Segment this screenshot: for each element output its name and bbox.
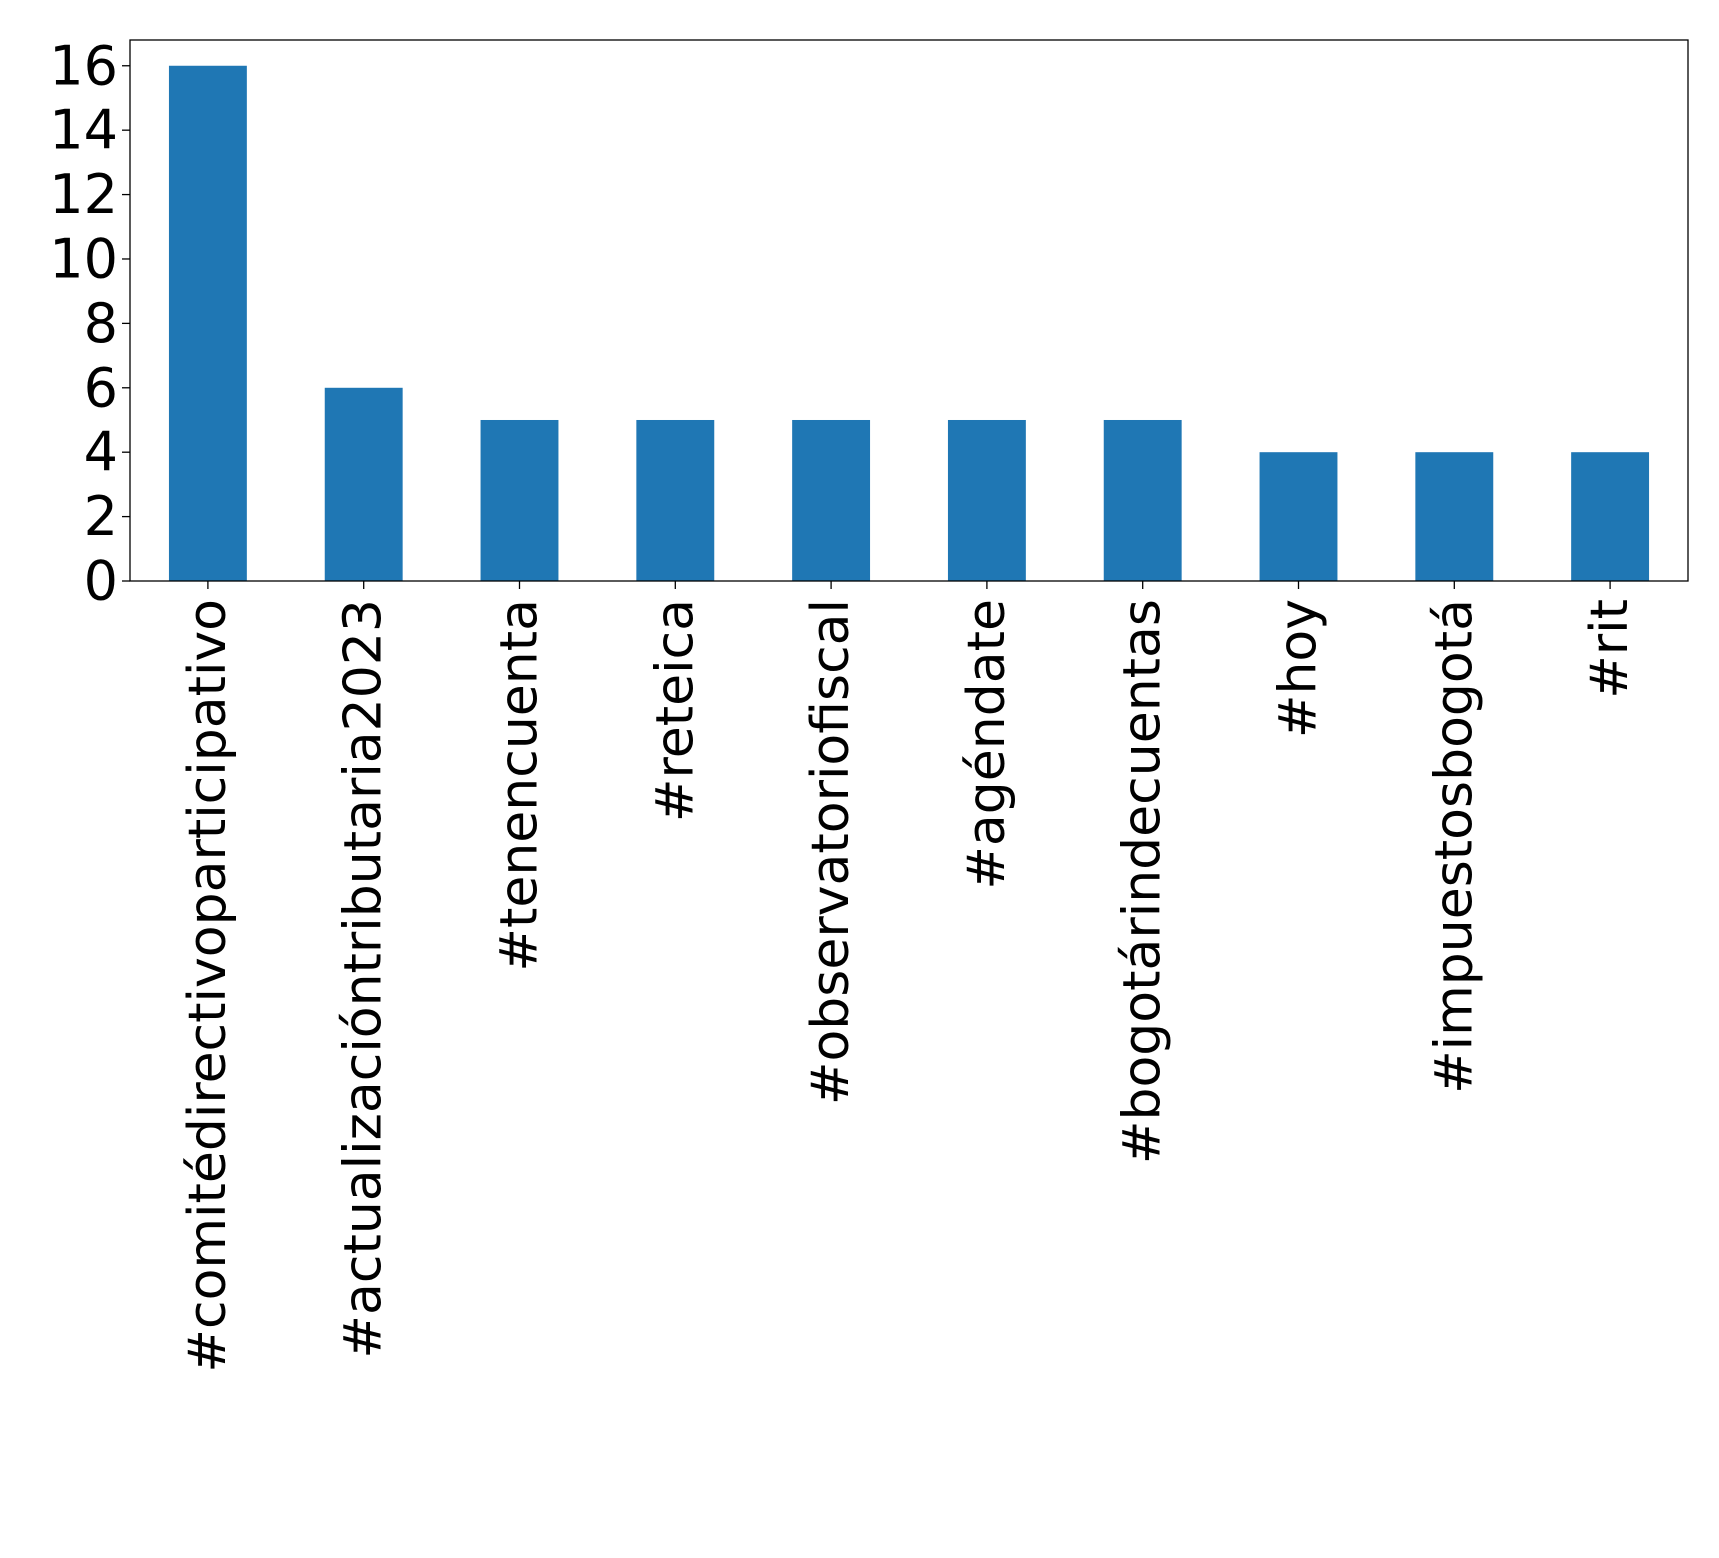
bar: [168, 65, 247, 581]
y-tick-label: 14: [49, 99, 118, 162]
x-tick-label: #tenencuenta: [490, 599, 550, 972]
x-tick-label: #rit: [1580, 599, 1640, 699]
y-tick-label: 6: [84, 356, 118, 419]
x-tick-label: #reteica: [645, 599, 705, 822]
bar: [1415, 452, 1494, 581]
bar: [1571, 452, 1650, 581]
x-tick-label: #bogotárindecuentas: [1113, 599, 1173, 1164]
x-tick-label: #comitédirectivoparticipativo: [178, 599, 238, 1373]
y-tick-label: 0: [84, 550, 118, 613]
x-tick-label: #observatoriofiscal: [801, 599, 861, 1105]
y-tick-label: 2: [84, 485, 118, 548]
bar: [636, 419, 715, 581]
y-tick-label: 12: [49, 163, 118, 226]
bar: [480, 419, 559, 581]
y-tick-label: 10: [49, 227, 118, 290]
x-axis: #comitédirectivoparticipativo #actualizac…: [178, 581, 1640, 1373]
bar: [324, 387, 403, 581]
bar: [947, 419, 1026, 581]
plot-frame: [129, 39, 1689, 582]
bar: [792, 419, 871, 581]
y-tick-label: 16: [49, 34, 118, 97]
x-tick-label: #hoy: [1269, 599, 1329, 738]
bar: [1103, 419, 1182, 581]
bars-group: [168, 65, 1650, 581]
bar: [1259, 452, 1338, 581]
x-tick-label: #agéndate: [957, 599, 1017, 890]
x-tick-label: #actualizacióntributaria2023: [334, 599, 394, 1359]
y-tick-label: 4: [84, 421, 118, 484]
x-tick-label: #impuestosbogotá: [1424, 599, 1484, 1094]
y-tick-label: 8: [84, 292, 118, 355]
